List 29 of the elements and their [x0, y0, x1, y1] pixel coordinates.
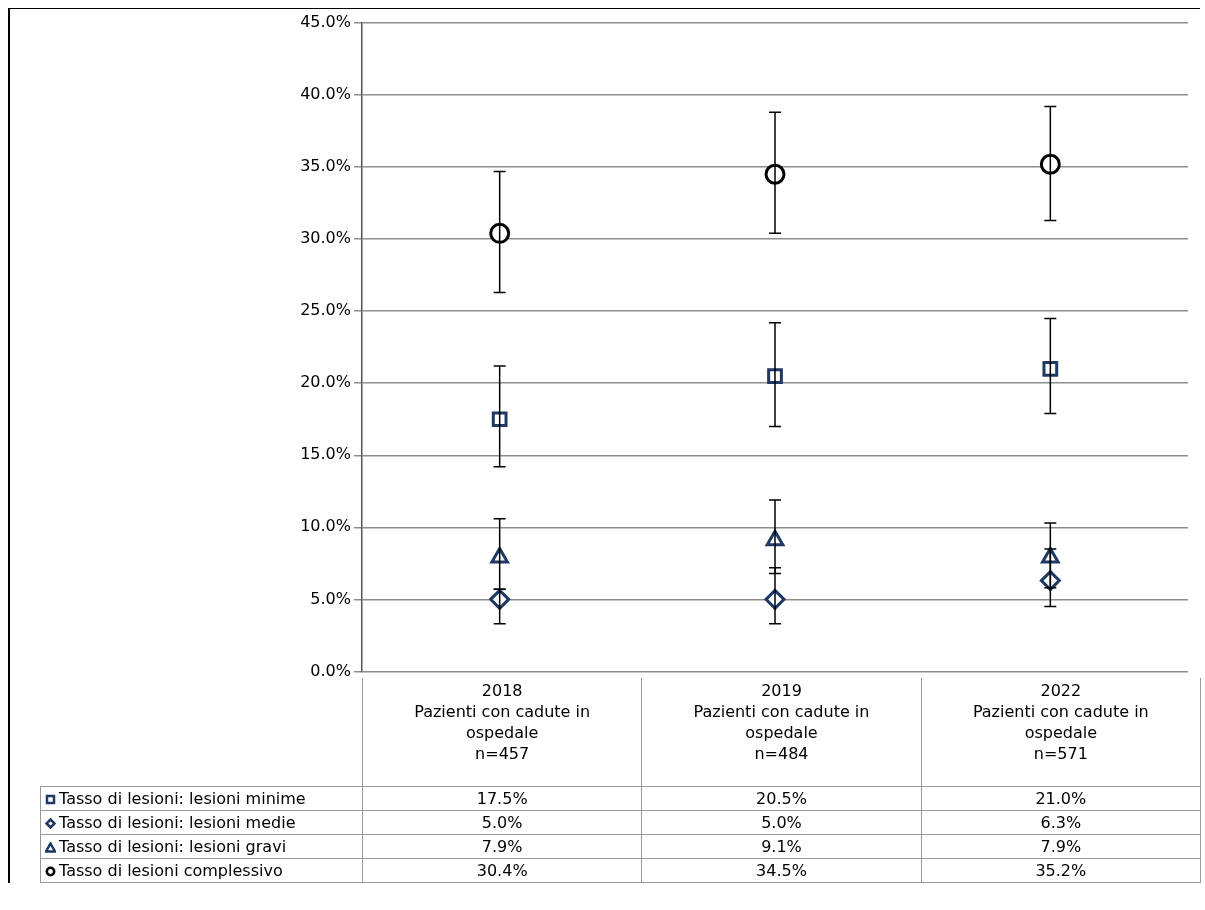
data-label: 30.4%: [362, 858, 642, 883]
x-tick-label: 2022 Pazienti con cadute in ospedale n=571: [921, 678, 1201, 787]
y-tick-label: 30.0%: [300, 228, 351, 248]
y-tick-label: 0.0%: [310, 660, 351, 680]
data-label: 7.9%: [921, 834, 1201, 859]
y-tick-label: 20.0%: [300, 372, 351, 392]
data-label: 5.0%: [641, 810, 922, 835]
legend-label: Tasso di lesioni: lesioni minime: [59, 789, 306, 808]
y-tick-label: 45.0%: [300, 12, 351, 32]
y-tick-label: 35.0%: [300, 156, 351, 176]
y-tick-label: 5.0%: [310, 588, 351, 608]
y-tick-label: 15.0%: [300, 444, 351, 464]
x-tick-label: 2018 Pazienti con cadute in ospedale n=457: [362, 678, 642, 787]
y-tick-label: 10.0%: [300, 516, 351, 536]
data-label: 17.5%: [362, 786, 642, 811]
legend-label: Tasso di lesioni: lesioni medie: [59, 813, 296, 832]
legend-label: Tasso di lesioni: lesioni gravi: [59, 837, 287, 856]
y-tick-label: 25.0%: [300, 300, 351, 320]
data-label: 9.1%: [641, 834, 922, 859]
data-label: 35.2%: [921, 858, 1201, 883]
data-label: 7.9%: [362, 834, 642, 859]
data-label: 34.5%: [641, 858, 922, 883]
x-tick-label: 2019 Pazienti con cadute in ospedale n=484: [641, 678, 922, 787]
y-tick-label: 40.0%: [300, 84, 351, 104]
data-label: 20.5%: [641, 786, 922, 811]
legend-label: Tasso di lesioni complessivo: [59, 861, 283, 880]
data-label: 21.0%: [921, 786, 1201, 811]
data-label: 6.3%: [921, 810, 1201, 835]
data-label: 5.0%: [362, 810, 642, 835]
